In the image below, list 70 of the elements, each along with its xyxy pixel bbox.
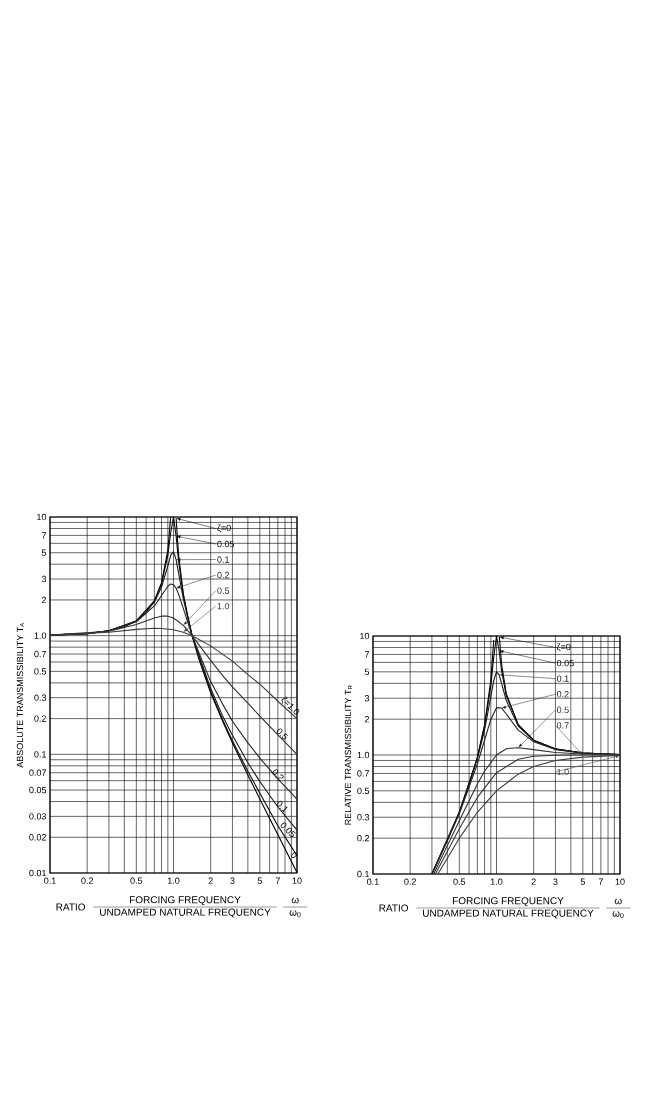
text: 0.1 xyxy=(556,675,569,682)
y-tick-label: 0.7 xyxy=(34,650,47,658)
y-tick-label: 5 xyxy=(364,668,370,675)
y-tick-label: 0.5 xyxy=(34,668,47,675)
x-tick-label: 2 xyxy=(208,877,213,884)
y-tick-label: 0.3 xyxy=(357,814,370,821)
y-tick-label: 0.07 xyxy=(29,769,47,776)
text: ω$_{0}$ xyxy=(289,910,301,918)
y-tick-label: 2 xyxy=(41,596,47,604)
text: FORCING FREQUENCY xyxy=(452,897,564,907)
x-tick-label: 1.0 xyxy=(490,878,503,885)
text: 0.7 xyxy=(556,722,569,729)
y-tick-label: 0.1 xyxy=(34,751,47,758)
y-tick-label: 0.02 xyxy=(29,834,47,841)
legend-label: 0.2 xyxy=(217,571,230,579)
y-tick-label: 1.0 xyxy=(357,751,370,759)
y-tick-label: 2 xyxy=(364,716,370,723)
x-tick-label: 3 xyxy=(230,877,235,884)
y-tick-label: 0.3 xyxy=(34,694,47,701)
y-tick-label: 0.7 xyxy=(357,770,370,777)
text: FORCING FREQUENCY xyxy=(129,896,241,906)
y-tick-label: 5 xyxy=(41,549,47,556)
annotation: 0.1 xyxy=(276,800,288,813)
x-tick-label: 5 xyxy=(580,878,585,885)
text: 0.5 xyxy=(217,587,230,594)
annotation: 0.2 xyxy=(272,769,284,782)
y-tick-label: 7 xyxy=(364,651,370,658)
y-tick-label: 3 xyxy=(41,575,47,583)
y-axis-title: RELATIVE TRANSMISSIBILITY T$_{R}$ xyxy=(344,685,353,825)
x-axis-title: RATIO xyxy=(56,903,86,911)
text: UNDAMPED NATURAL FREQUENCY xyxy=(423,909,594,919)
y-tick-label: 0.2 xyxy=(34,715,47,722)
y-tick-label: 0.1 xyxy=(357,870,370,878)
y-tick-label: 3 xyxy=(364,695,370,702)
x-tick-label: 7 xyxy=(275,877,280,884)
annotation: 0 xyxy=(291,852,297,859)
y-tick-label: 0.2 xyxy=(357,834,370,842)
y-axis-title: ABSOLUTE TRANSMISSIBILITY T$_{A}$ xyxy=(16,622,25,768)
y-tick-label: 7 xyxy=(41,532,47,539)
y-tick-label: 0.03 xyxy=(29,813,47,820)
x-tick-label: 1.0 xyxy=(167,877,180,884)
text: ω xyxy=(291,897,299,904)
text: ω xyxy=(614,898,622,905)
x-tick-label: 7 xyxy=(598,878,603,885)
text: 1.0 xyxy=(217,602,230,610)
y-tick-label: 10 xyxy=(37,513,47,521)
y-tick-label: 10 xyxy=(360,632,370,640)
x-tick-label: 0.2 xyxy=(81,877,93,884)
y-tick-label: 1.0 xyxy=(34,632,47,639)
text: ω$_{0}$ xyxy=(612,911,624,919)
x-tick-label: 2 xyxy=(531,878,536,885)
x-axis-title: RATIO xyxy=(379,904,409,912)
y-tick-label: 0.05 xyxy=(29,786,47,794)
y-tick-label: 0.01 xyxy=(29,869,47,877)
x-tick-label: 3 xyxy=(553,878,558,885)
legend-label: 0.1 xyxy=(217,556,230,563)
annotation: 0.05 xyxy=(280,822,296,838)
text: 0.05 xyxy=(556,659,574,667)
y-tick-label: 0.5 xyxy=(357,787,370,795)
x-tick-label: 10 xyxy=(615,878,625,885)
text: 0.5 xyxy=(556,706,569,713)
x-tick-label: 0.5 xyxy=(130,877,143,884)
x-tick-label: 10 xyxy=(292,877,302,884)
text: 0.2 xyxy=(556,691,569,698)
x-tick-label: 5 xyxy=(257,877,262,884)
annotation: 0.5 xyxy=(276,728,289,740)
x-tick-label: 0.2 xyxy=(404,878,416,885)
legend-label: 0.05 xyxy=(217,540,235,548)
x-tick-label: 0.5 xyxy=(453,878,466,885)
text: UNDAMPED NATURAL FREQUENCY xyxy=(100,908,271,918)
